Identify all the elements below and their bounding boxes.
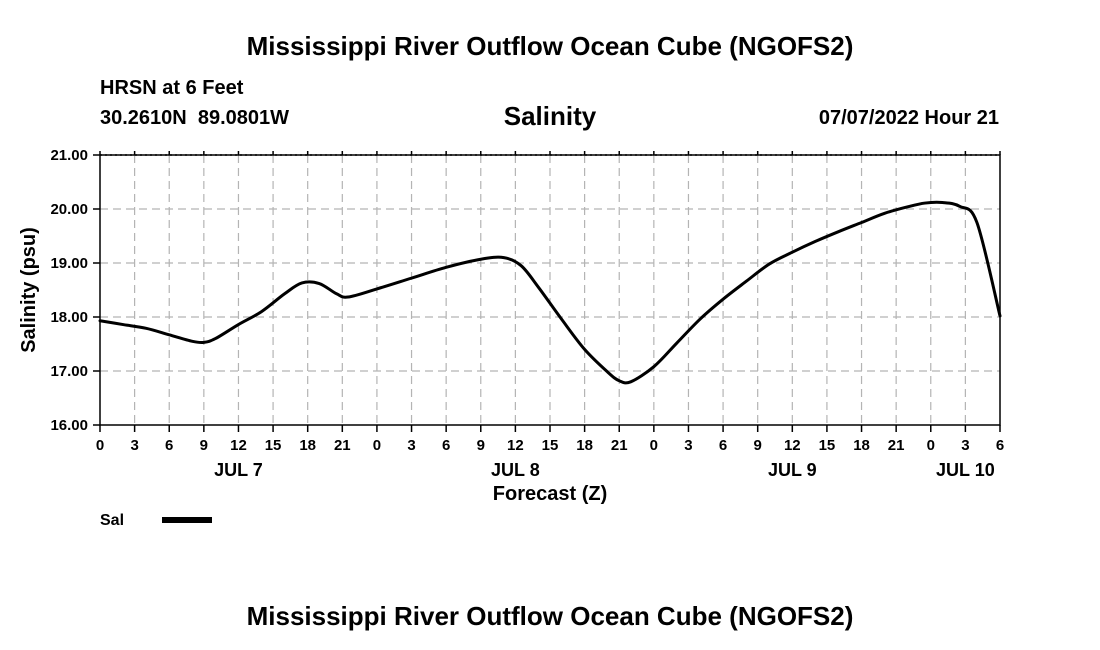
x-tick-label: 3: [407, 437, 415, 454]
day-labels: JUL 7 JUL 8 JUL 9 JUL 10: [214, 460, 995, 480]
y-axis-label: Salinity (psu): [18, 227, 40, 353]
day-label: JUL 7: [214, 460, 263, 480]
x-tick-label: 0: [373, 437, 381, 454]
day-label: JUL 10: [936, 460, 995, 480]
footer-title: Mississippi River Outflow Ocean Cube (NG…: [247, 601, 854, 631]
station-name: HRSN at 6 Feet: [100, 77, 244, 99]
x-tick-label: 0: [927, 437, 935, 454]
x-tick-label: 9: [200, 437, 208, 454]
y-tick-label: 17.00: [50, 363, 88, 380]
x-tick-label: 21: [611, 437, 628, 454]
x-tick-label: 18: [853, 437, 870, 454]
x-tick-label: 3: [130, 437, 138, 454]
x-tick-label: 3: [684, 437, 692, 454]
x-tick-label: 12: [784, 437, 801, 454]
grid: [100, 154, 1000, 425]
x-tick-label: 12: [507, 437, 524, 454]
x-tick-label: 6: [996, 437, 1004, 454]
forecast-timestamp: 07/07/2022 Hour 21: [819, 107, 999, 129]
x-tick-label: 15: [265, 437, 282, 454]
x-tick-label: 18: [576, 437, 593, 454]
day-label: JUL 9: [768, 460, 817, 480]
salinity-series-line: [98, 200, 1002, 385]
chart-title: Salinity: [504, 101, 597, 131]
x-tick-label: 21: [888, 437, 905, 454]
x-tick-label: 6: [442, 437, 450, 454]
x-tick-label: 21: [334, 437, 351, 454]
page-title: Mississippi River Outflow Ocean Cube (NG…: [247, 31, 854, 61]
y-tick-label: 16.00: [50, 417, 88, 434]
x-axis-label: Forecast (Z): [493, 483, 607, 505]
y-tick-label: 18.00: [50, 309, 88, 326]
x-axis: 0 3 6 9 12 15 18 21 0 3 6 9 12 15 18 21 0 3 6 9 12 15 18 21 0 3 6: [96, 151, 1004, 454]
y-axis: 16.00 17.00 18.00 19.00 20.00 21.00: [50, 147, 100, 434]
legend-label: Sal: [100, 512, 124, 529]
y-tick-label: 21.00: [50, 147, 88, 164]
x-tick-label: 6: [165, 437, 173, 454]
x-tick-label: 18: [299, 437, 316, 454]
x-tick-label: 15: [819, 437, 836, 454]
x-tick-label: 9: [477, 437, 485, 454]
day-label: JUL 8: [491, 460, 540, 480]
station-coords: 30.2610N 89.0801W: [100, 107, 289, 129]
y-tick-label: 20.00: [50, 201, 88, 218]
x-tick-label: 0: [650, 437, 658, 454]
x-tick-label: 0: [96, 437, 104, 454]
y-tick-label: 19.00: [50, 255, 88, 272]
x-tick-label: 9: [754, 437, 762, 454]
x-tick-label: 6: [719, 437, 727, 454]
x-tick-label: 3: [961, 437, 969, 454]
x-tick-label: 12: [230, 437, 247, 454]
x-tick-label: 15: [542, 437, 559, 454]
